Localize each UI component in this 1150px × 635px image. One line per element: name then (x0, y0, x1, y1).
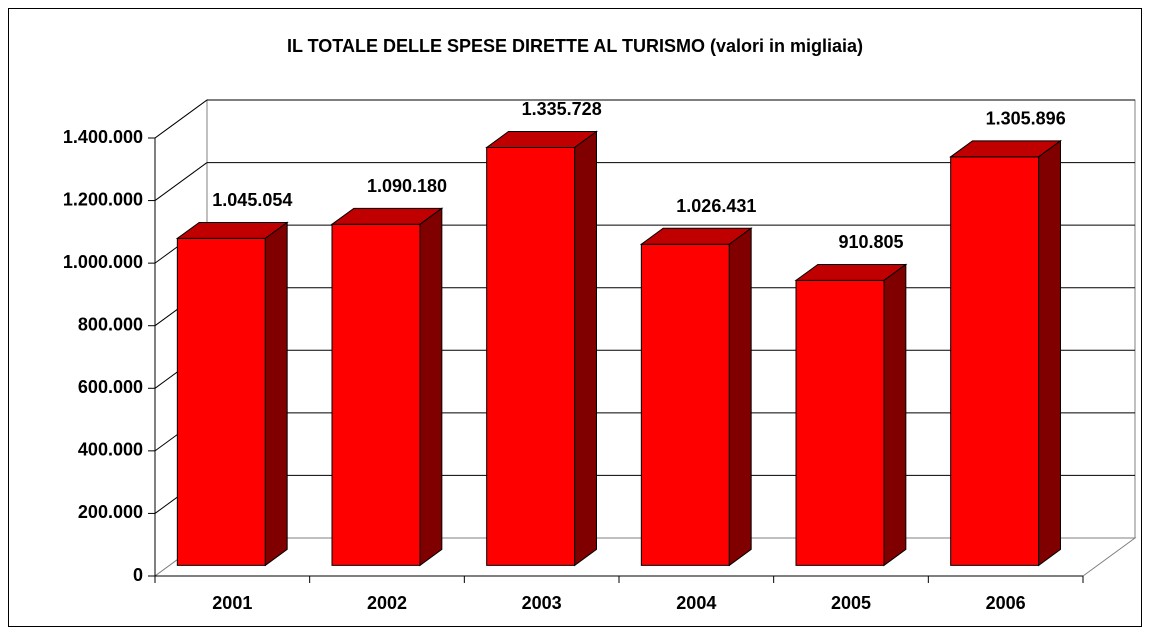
bar-side (883, 263, 907, 567)
y-tick-label: 800.000 (78, 314, 143, 334)
value-label: 1.305.896 (986, 109, 1066, 129)
bar-front (486, 146, 576, 566)
value-label: 1.026.431 (676, 196, 756, 216)
grid-line (154, 162, 208, 201)
bar-front (176, 237, 266, 566)
bar-front (331, 223, 421, 566)
y-tick-label: 1.400.000 (63, 127, 143, 147)
bar-side (1038, 139, 1062, 567)
bar-side (728, 227, 752, 567)
y-tick-label: 1.200.000 (63, 189, 143, 209)
grid-line (154, 99, 208, 139)
value-label: 910.805 (838, 232, 903, 252)
value-label: 1.090.180 (367, 176, 447, 196)
bar-side (574, 130, 598, 567)
bar-front (640, 243, 730, 566)
y-tick-label: 400.000 (78, 440, 143, 460)
y-tick-label: 200.000 (78, 502, 143, 522)
bar-side (264, 221, 288, 567)
y-tick-label: 1.000.000 (63, 252, 143, 272)
x-tick-label: 2006 (986, 593, 1026, 613)
bar-side (419, 207, 443, 567)
value-label: 1.045.054 (212, 190, 292, 210)
x-tick-label: 2002 (367, 593, 407, 613)
y-tick-label: 600.000 (78, 377, 143, 397)
x-tick-label: 2004 (676, 593, 716, 613)
x-tick-label: 2005 (831, 593, 871, 613)
bar-front (950, 156, 1040, 566)
x-tick-label: 2001 (212, 593, 252, 613)
value-label: 1.335.728 (522, 99, 602, 119)
y-tick-label: 0 (133, 565, 143, 585)
x-tick-label: 2003 (522, 593, 562, 613)
bar-front (795, 279, 885, 566)
chart-title: IL TOTALE DELLE SPESE DIRETTE AL TURISMO… (287, 36, 863, 56)
